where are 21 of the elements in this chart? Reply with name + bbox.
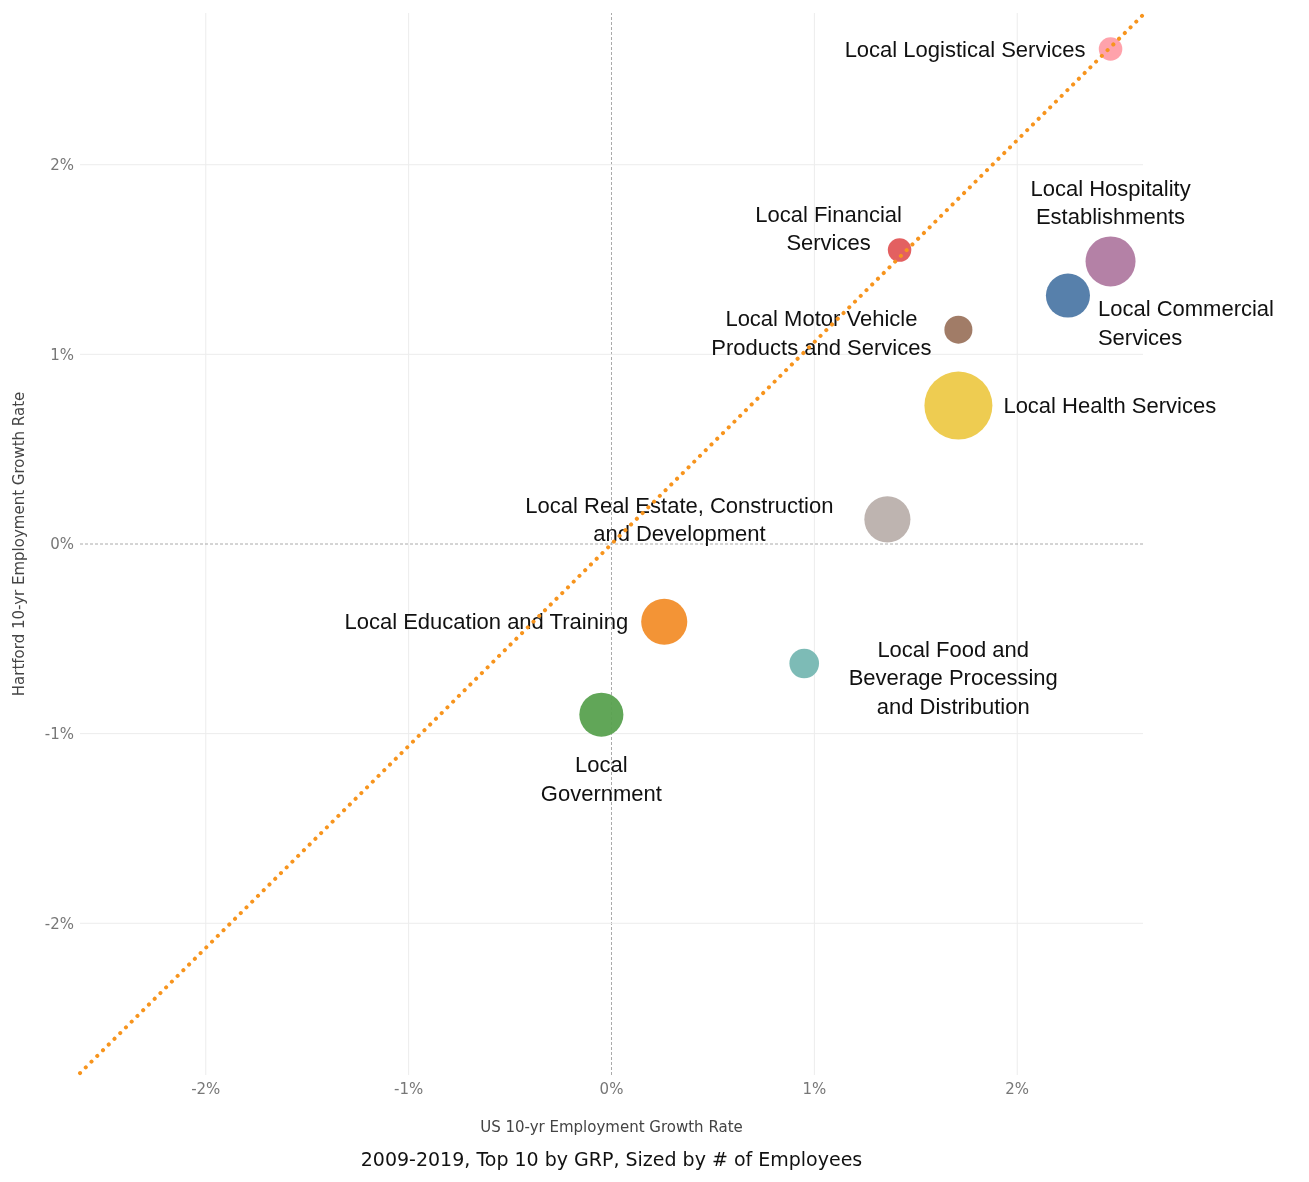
series-label: Local Health Services [1003,393,1217,419]
x-tick-label: 0% [599,1080,624,1098]
series-label: Local Hospitality Establishments [1030,175,1191,230]
x-tick-label: 1% [802,1080,827,1098]
y-tick-label: 1% [50,345,74,364]
x-axis-title: US 10-yr Employment Growth Rate [480,1118,743,1136]
y-axis-title: Hartford 10-yr Employment Growth Rate [10,391,28,697]
x-tick-label: 2% [1005,1080,1030,1098]
x-tick-label: -2% [191,1080,221,1098]
x-tick-label: -1% [394,1080,424,1098]
y-tick-label: 2% [50,155,74,174]
y-tick-label: -1% [44,724,74,743]
series-label: Local Motor Vehicle Products and Services [711,306,932,360]
text: 2009-2019, Top 10 by GRP, Sized by # of Employees [360,1148,863,1170]
series-label: Local Financial Services [755,201,902,255]
series-label: Local Government [540,752,662,806]
series-label: Local Food and Beverage Processing and Distribution [848,636,1058,719]
series-label: Local Commercial Services [1097,296,1274,350]
y-tick-label: 0% [50,535,74,554]
series-label: Local Logistical Services [844,36,1086,62]
y-tick-label: -2% [44,914,74,933]
